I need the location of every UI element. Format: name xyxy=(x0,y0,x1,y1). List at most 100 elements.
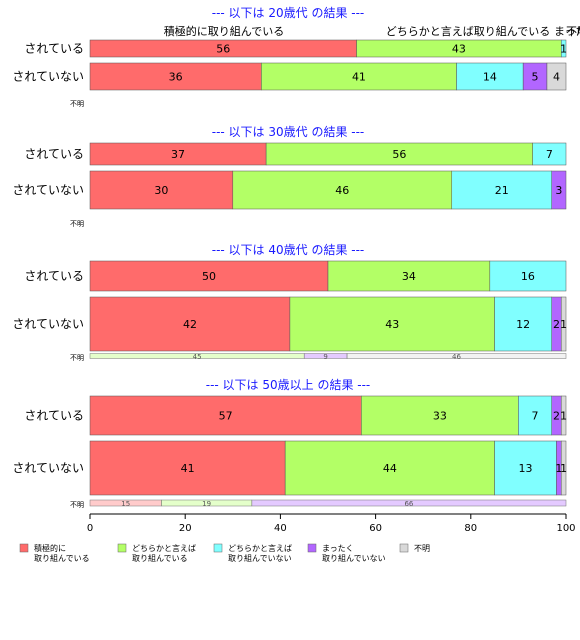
annotation-label-4: 不明 xyxy=(566,25,580,38)
bar-segment xyxy=(89,62,262,91)
unknown-row-label: 不明 xyxy=(70,220,84,228)
legend-label: どちらかと言えば取り組んでいない xyxy=(228,543,292,563)
bar-value-label: 41 xyxy=(352,71,366,84)
legend-label-line: まったく xyxy=(322,544,354,553)
bar-value-label: 44 xyxy=(383,462,397,475)
bar-value-label: 50 xyxy=(202,270,216,283)
bar-segment xyxy=(489,260,567,292)
bar-segment xyxy=(494,296,552,352)
bar-value-label: 13 xyxy=(519,462,533,475)
legend-label: 不明 xyxy=(414,544,430,553)
row-label: されていない xyxy=(12,317,84,331)
legend-label: まったく取り組んでいない xyxy=(322,544,386,563)
legend-swatch xyxy=(307,543,317,553)
unknown-bar-segment xyxy=(251,499,567,507)
bar-value-label: 5 xyxy=(532,71,539,84)
unknown-bar-value-label: 19 xyxy=(202,500,211,508)
bar-segment xyxy=(560,395,567,436)
bar-segment xyxy=(89,395,362,436)
annotation-label-2: どちらかと言えば取り組んでいる xyxy=(386,25,550,38)
x-tick-label: 20 xyxy=(179,523,192,534)
row-label: されている xyxy=(24,269,84,283)
row-label: されていない xyxy=(12,70,84,84)
bar-value-label: 56 xyxy=(392,148,406,161)
bar-value-label: 41 xyxy=(181,462,195,475)
legend-swatch xyxy=(399,543,409,553)
bar-value-label: 57 xyxy=(219,410,233,423)
legend-label-line: 取り組んでいない xyxy=(322,553,386,563)
bar-value-label: 2 xyxy=(553,318,560,331)
bar-segment xyxy=(532,142,567,166)
bar-value-label: 33 xyxy=(433,410,447,423)
bar-value-label: 2 xyxy=(553,410,560,423)
bar-value-label: 7 xyxy=(532,410,539,423)
legend-label-line: 取り組んでいない xyxy=(228,553,292,563)
row-label: されている xyxy=(24,147,84,161)
bar-segment xyxy=(518,395,552,436)
bar-value-label: 1 xyxy=(560,43,567,56)
bar-value-label: 12 xyxy=(516,318,530,331)
legend-swatch xyxy=(19,543,29,553)
bar-value-label: 37 xyxy=(171,148,185,161)
bar-value-label: 1 xyxy=(560,410,567,423)
panel-title: --- 以下は 40歳代 の結果 --- xyxy=(212,243,365,257)
row-label: されていない xyxy=(12,183,84,197)
bar-value-label: 1 xyxy=(560,318,567,331)
unknown-bar-value-label: 45 xyxy=(193,353,202,361)
x-tick-label: 100 xyxy=(556,523,575,534)
bar-value-label: 3 xyxy=(555,184,562,197)
bar-segment xyxy=(546,62,567,91)
legend-swatch xyxy=(117,543,127,553)
unknown-bar-value-label: 9 xyxy=(323,353,327,361)
legend-label-line: どちらかと言えば xyxy=(132,543,196,553)
unknown-bar-segment xyxy=(346,353,567,359)
x-tick-label: 80 xyxy=(464,523,477,534)
bar-segment xyxy=(456,62,524,91)
bar-segment xyxy=(89,440,286,496)
annotation-label-1: 積極的に取り組んでいる xyxy=(164,24,284,38)
row-label: されていない xyxy=(12,461,84,475)
bar-value-label: 7 xyxy=(546,148,553,161)
bar-segment xyxy=(361,395,519,436)
unknown-bar-value-label: 66 xyxy=(404,500,413,508)
bar-value-label: 14 xyxy=(483,71,497,84)
panel-title: --- 以下は 50歳以上 の結果 --- xyxy=(206,378,371,392)
bar-segment xyxy=(560,39,567,58)
bar-segment xyxy=(551,170,567,210)
bar-value-label: 1 xyxy=(560,462,567,475)
x-tick-label: 40 xyxy=(274,523,287,534)
bar-value-label: 30 xyxy=(154,184,168,197)
bar-value-label: 56 xyxy=(216,43,230,56)
bar-value-label: 43 xyxy=(452,43,466,56)
unknown-bar-value-label: 46 xyxy=(452,353,461,361)
bar-value-label: 46 xyxy=(335,184,349,197)
x-tick-label: 60 xyxy=(369,523,382,534)
bar-segment xyxy=(451,170,552,210)
row-label: されている xyxy=(24,42,84,56)
bar-value-label: 34 xyxy=(402,270,416,283)
bar-segment xyxy=(284,440,495,496)
legend-swatch xyxy=(213,543,223,553)
bar-segment xyxy=(327,260,491,292)
legend-label-line: 取り組んでいる xyxy=(132,553,188,563)
bar-segment xyxy=(560,296,567,352)
x-tick-label: 0 xyxy=(87,523,93,534)
unknown-row-label: 不明 xyxy=(70,501,84,509)
annotation-label-3: まったく取り xyxy=(554,25,580,38)
legend-label-line: 不明 xyxy=(414,544,430,553)
bar-segment xyxy=(261,62,457,91)
bar-segment xyxy=(89,260,329,292)
row-label: されている xyxy=(24,409,84,423)
bar-value-label: 4 xyxy=(553,71,560,84)
legend-label-line: どちらかと言えば xyxy=(228,543,292,553)
legend-label-line: 取り組んでいる xyxy=(34,553,90,563)
bar-value-label: 42 xyxy=(183,318,197,331)
unknown-row-label: 不明 xyxy=(70,100,84,108)
panel-title: --- 以下は 30歳代 の結果 --- xyxy=(212,125,365,139)
bar-value-label: 21 xyxy=(495,184,509,197)
bar-segment xyxy=(560,440,567,496)
bar-segment xyxy=(289,296,495,352)
bar-value-label: 43 xyxy=(385,318,399,331)
legend-label: 積極的に取り組んでいる xyxy=(34,543,90,563)
